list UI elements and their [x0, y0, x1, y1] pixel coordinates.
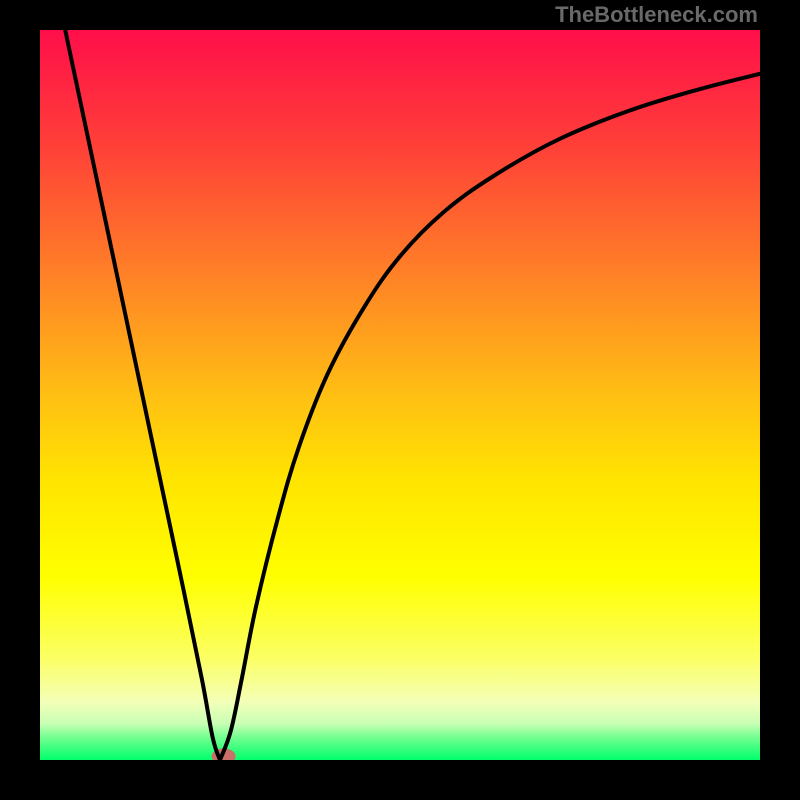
- watermark-text: TheBottleneck.com: [555, 2, 758, 28]
- curve-right-branch: [220, 74, 760, 760]
- curve-left-branch: [65, 30, 220, 760]
- bottleneck-curve: [40, 30, 760, 760]
- plot-area: [40, 30, 760, 760]
- chart-frame: TheBottleneck.com: [0, 0, 800, 800]
